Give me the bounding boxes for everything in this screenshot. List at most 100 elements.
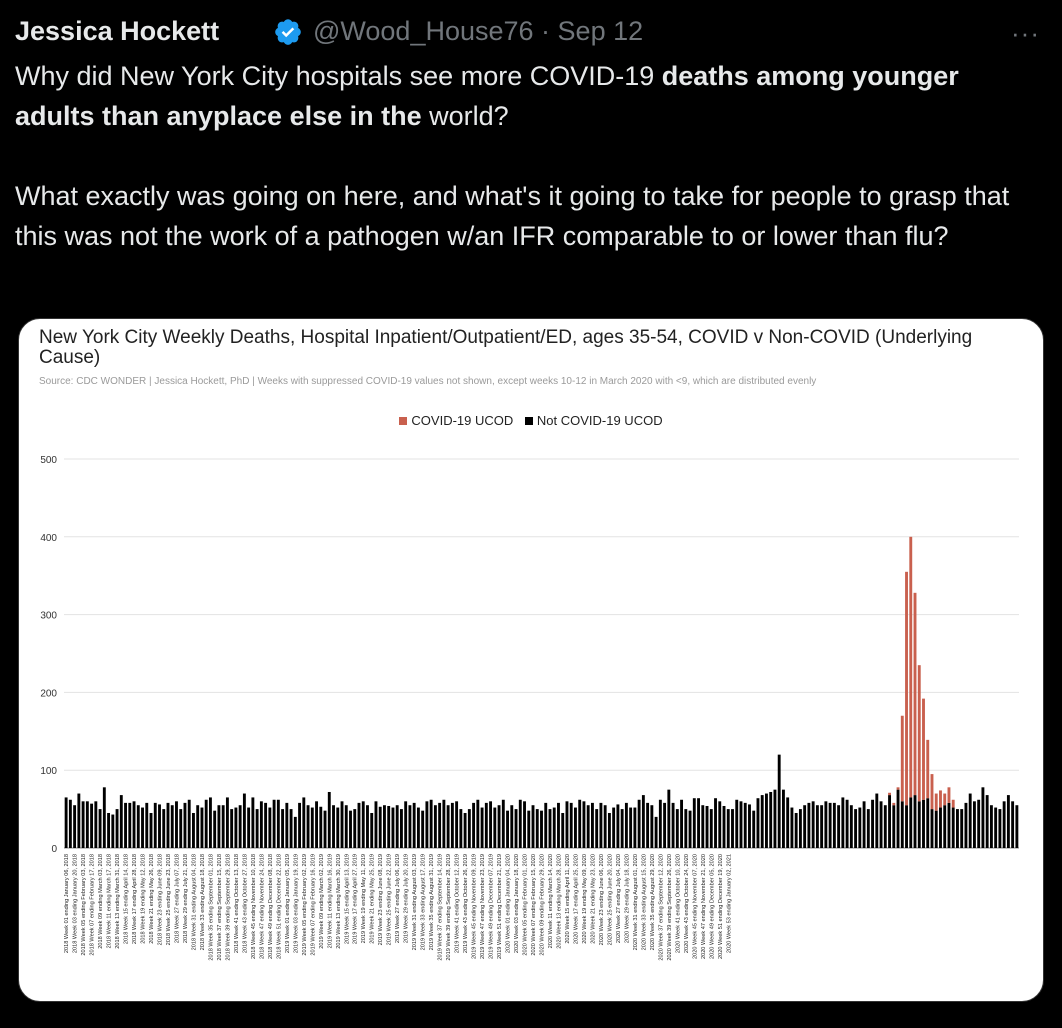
x-tick-label: 2019 Week 39 ending September 28, 2019 — [446, 854, 452, 961]
bar-non-covid — [629, 807, 633, 848]
x-tick-label: 2018 Week 07 ending February 17, 2018 — [90, 854, 96, 956]
bar-non-covid — [421, 810, 425, 848]
bar-non-covid — [467, 809, 471, 848]
bar-non-covid — [349, 810, 352, 848]
x-tick-label: 2020 Week 23 ending June 06, 2020 — [599, 854, 605, 945]
x-tick-label: 2018 Week 17 ending April 28, 2018 — [132, 854, 138, 944]
bar-non-covid — [743, 802, 747, 848]
bar-non-covid — [752, 810, 756, 848]
bar-non-covid — [841, 797, 845, 848]
x-tick-label: 2020 Week 51 ending December 19, 2020 — [718, 854, 724, 959]
handle-and-date[interactable]: @Wood_House76 · Sep 12 — [313, 16, 644, 46]
bar-non-covid — [646, 802, 650, 848]
verified-badge-icon — [275, 19, 301, 45]
bar-non-covid — [98, 809, 102, 848]
x-tick-label: 2018 Week 19 ending May 12, 2018 — [141, 854, 147, 944]
bar-non-covid — [726, 809, 730, 848]
x-tick-label: 2018 Week 29 ending July 21, 2018 — [183, 854, 189, 943]
bar-non-covid — [909, 797, 913, 848]
bar-non-covid — [947, 802, 951, 848]
tweet-paragraph-1: Why did New York City hospitals see more… — [15, 61, 959, 131]
x-tick-label: 2019 Week 29 ending July 20, 2019 — [404, 854, 410, 943]
x-tick-label: 2020 Week 27 ending July 04, 2020 — [616, 854, 622, 943]
bar-non-covid — [221, 805, 225, 848]
bar-non-covid — [616, 804, 620, 848]
more-options-icon[interactable]: ··· — [1011, 18, 1040, 48]
x-tick-label: 2019 Week 37 ending September 14, 2019 — [438, 854, 444, 961]
bar-non-covid — [607, 812, 611, 848]
bar-non-covid — [128, 802, 132, 848]
x-tick-label: 2019 Week 13 ending March 30, 2019 — [336, 854, 342, 949]
x-tick-label: 2019 Week 15 ending April 13, 2019 — [344, 854, 350, 944]
bar-non-covid — [183, 802, 187, 848]
bar-non-covid — [357, 802, 361, 848]
bar-non-covid — [896, 789, 900, 848]
bar-non-covid — [111, 814, 115, 848]
x-tick-label: 2018 Week 25 ending June 23, 2018 — [166, 854, 172, 945]
x-tick-label: 2019 Week 35 ending August 31, 2019 — [429, 854, 435, 950]
x-tick-label: 2018 Week 13 ending March 31, 2018 — [115, 854, 121, 949]
x-tick-label: 2020 Week 05 ending February 01, 2020 — [523, 854, 529, 956]
bar-non-covid — [807, 802, 811, 848]
bar-non-covid — [404, 801, 408, 848]
bar-non-covid — [204, 799, 208, 848]
bar-non-covid — [306, 805, 310, 848]
bar-non-covid — [213, 810, 217, 848]
bar-non-covid — [828, 802, 832, 848]
bar-non-covid — [658, 799, 662, 848]
bar-non-covid — [208, 797, 212, 848]
x-tick-label: 2020 Week 01 ending January 04, 2020 — [506, 854, 512, 953]
display-name[interactable]: Jessica Hockett — [15, 16, 220, 46]
x-tick-label: 2020 Week 37 ending September 12, 2020 — [658, 854, 664, 961]
bar-non-covid — [336, 807, 340, 848]
bar-non-covid — [272, 799, 276, 848]
x-tick-label: 2018 Week 09 ending March 03, 2018 — [98, 854, 104, 949]
bar-non-covid — [709, 809, 713, 848]
bar-non-covid — [370, 812, 374, 848]
x-tick-label: 2018 Week 21 ending May 26, 2018 — [149, 854, 155, 944]
bar-non-covid — [230, 809, 234, 848]
x-tick-label: 2020 Week 29 ending July 18, 2020 — [624, 854, 630, 943]
x-tick-label: 2020 Week 33 ending August 15, 2020 — [641, 854, 647, 950]
bar-non-covid — [777, 754, 781, 848]
legend-swatch — [399, 417, 408, 425]
x-tick-label: 2019 Week 43 ending October 26, 2019 — [463, 854, 469, 953]
bar-non-covid — [956, 809, 959, 848]
x-tick-label: 2020 Week 15 ending April 11, 2020 — [565, 854, 571, 944]
bar-non-covid — [416, 807, 420, 848]
bar-non-covid — [187, 799, 191, 848]
bar-non-covid — [1002, 801, 1006, 848]
bar-non-covid — [951, 807, 955, 848]
x-tick-label: 2020 Week 13 ending March 28, 2020 — [556, 854, 562, 949]
bar-non-covid — [612, 807, 616, 848]
x-tick-label: 2018 Week 01 ending January 06, 2018 — [64, 854, 70, 953]
bar-non-covid — [289, 809, 293, 848]
bar-covid — [951, 799, 955, 808]
bar-non-covid — [361, 801, 365, 848]
bar-non-covid — [586, 805, 590, 848]
x-tick-label: 2020 Week 47 ending November 21, 2020 — [701, 854, 707, 959]
bar-non-covid — [268, 807, 272, 848]
x-tick-label: 2019 Week 45 ending November 09, 2019 — [472, 854, 478, 959]
bar-non-covid — [879, 801, 883, 848]
bar-non-covid — [196, 805, 200, 848]
bar-non-covid — [692, 798, 696, 848]
bar-non-covid — [705, 805, 709, 848]
bar-covid — [909, 536, 913, 798]
bar-non-covid — [225, 797, 229, 848]
bar-non-covid — [510, 805, 514, 848]
x-tick-label: 2019 Week 05 ending February 02, 2019 — [302, 854, 308, 956]
bar-non-covid — [888, 795, 891, 848]
tweet-media-chart[interactable]: New York City Weekly Deaths, Hospital In… — [18, 318, 1044, 1002]
legend-item-non-covid: Not COVID-19 UCOD — [524, 413, 663, 428]
bar-non-covid — [264, 802, 268, 848]
bar-non-covid — [166, 802, 170, 848]
bar-non-covid — [781, 789, 785, 848]
bar-non-covid — [476, 799, 480, 848]
bar-non-covid — [450, 802, 454, 848]
x-tick-label: 2020 Week 09 ending February 29, 2020 — [540, 854, 546, 956]
x-tick-label: 2019 Week 47 ending November 23, 2019 — [480, 854, 486, 959]
bar-non-covid — [259, 801, 263, 848]
x-tick-label: 2020 Week 39 ending September 26, 2020 — [667, 854, 673, 961]
x-tick-label: 2019 Week 27 ending July 06, 2019 — [395, 854, 401, 943]
